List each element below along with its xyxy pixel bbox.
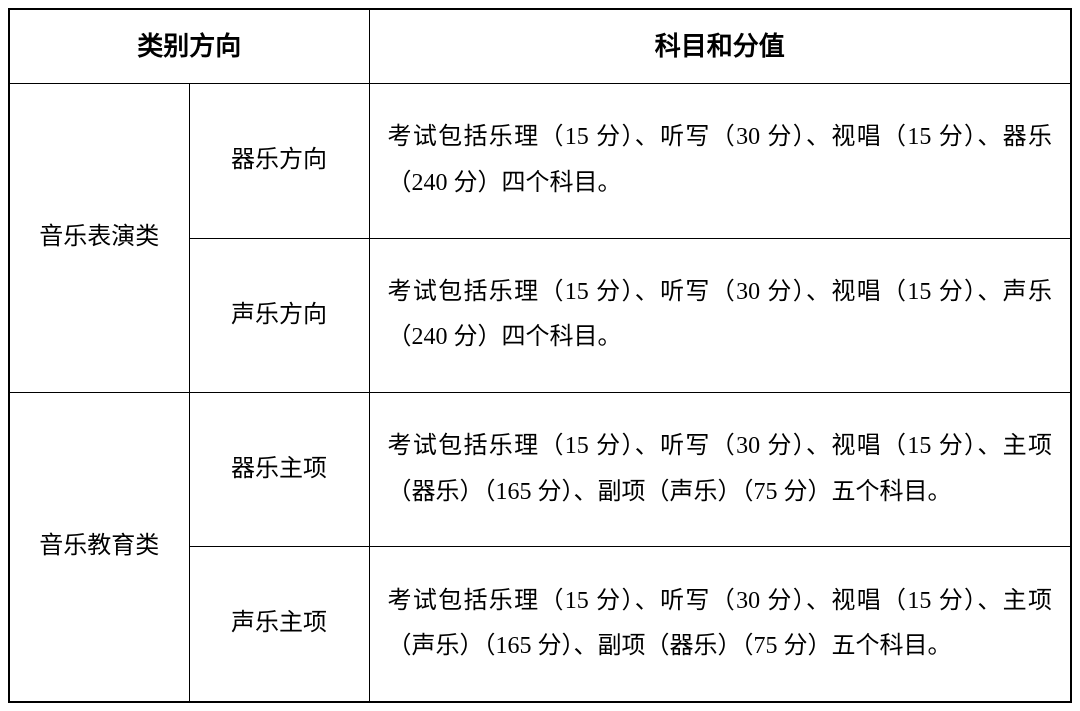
table-row: 音乐表演类 器乐方向 考试包括乐理（15 分）、听写（30 分）、视唱（15 分… xyxy=(9,84,1071,238)
header-subject-score: 科目和分值 xyxy=(369,9,1071,84)
cell-direction-instrumental: 器乐方向 xyxy=(189,84,369,238)
table-row: 音乐教育类 器乐主项 考试包括乐理（15 分）、听写（30 分）、视唱（15 分… xyxy=(9,393,1071,547)
header-category-direction: 类别方向 xyxy=(9,9,369,84)
cell-direction-vocal-major: 声乐主项 xyxy=(189,547,369,702)
table-header-row: 类别方向 科目和分值 xyxy=(9,9,1071,84)
cell-content-vocal-perf: 考试包括乐理（15 分）、听写（30 分）、视唱（15 分）、声乐（240 分）… xyxy=(369,238,1071,392)
cell-direction-instrumental-major: 器乐主项 xyxy=(189,393,369,547)
cell-content-instrumental-edu: 考试包括乐理（15 分）、听写（30 分）、视唱（15 分）、主项（器乐）（16… xyxy=(369,393,1071,547)
score-table: 类别方向 科目和分值 音乐表演类 器乐方向 考试包括乐理（15 分）、听写（30… xyxy=(8,8,1072,703)
cell-category-education: 音乐教育类 xyxy=(9,393,189,702)
cell-category-performance: 音乐表演类 xyxy=(9,84,189,393)
cell-content-vocal-edu: 考试包括乐理（15 分）、听写（30 分）、视唱（15 分）、主项（声乐）（16… xyxy=(369,547,1071,702)
cell-content-instrumental-perf: 考试包括乐理（15 分）、听写（30 分）、视唱（15 分）、器乐（240 分）… xyxy=(369,84,1071,238)
cell-direction-vocal: 声乐方向 xyxy=(189,238,369,392)
